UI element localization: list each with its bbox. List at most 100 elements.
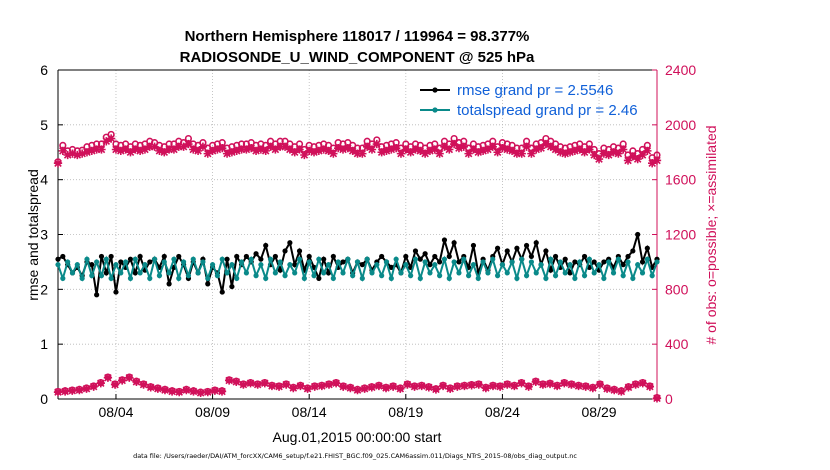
rmse-point [147, 259, 153, 265]
obs-assimilated-marker [446, 384, 455, 393]
totalspread-point [523, 273, 530, 279]
obs-assimilated-marker [246, 379, 255, 388]
totalspread-point [55, 262, 61, 268]
totalspread-point [248, 256, 254, 262]
totalspread-point [166, 270, 172, 276]
totalspread-point [311, 273, 317, 279]
rmse-point [572, 259, 578, 265]
rmse-point [581, 253, 588, 260]
rmse-point [514, 245, 520, 251]
rmse-point [620, 262, 626, 268]
rmse-point [567, 270, 573, 276]
totalspread-point [388, 275, 394, 281]
chart-subtitle: RADIOSONDE_U_WIND_COMPONENT @ 525 hPa [180, 49, 535, 66]
obs-assimilated-marker [445, 145, 454, 154]
obs-assimilated-marker [567, 380, 576, 389]
obs-assimilated-marker [68, 386, 77, 395]
obs-assimilated-marker [300, 150, 309, 160]
obs-assimilated-marker [208, 146, 217, 156]
totalspread-point [185, 273, 192, 279]
totalspread-point [601, 275, 607, 281]
rmse-point [176, 253, 182, 260]
obs-assimilated-marker [68, 149, 77, 158]
totalspread-point [69, 270, 76, 276]
obs-assimilated-marker [381, 383, 391, 393]
totalspread-point [625, 259, 631, 265]
y-tick-label: 0 [40, 391, 48, 407]
plot-background [58, 70, 657, 399]
y-right-tick-label: 800 [665, 281, 689, 297]
rmse-point [388, 264, 394, 270]
totalspread-point [577, 259, 583, 265]
obs-assimilated-marker [96, 379, 105, 388]
totalspread-point [243, 270, 249, 276]
obs-assimilated-marker [541, 139, 551, 149]
rmse-point [137, 253, 143, 260]
totalspread-point [74, 262, 80, 268]
totalspread-point [195, 270, 201, 276]
obs-assimilated-marker [102, 137, 111, 146]
obs-assimilated-marker [256, 145, 266, 154]
totalspread-point [142, 262, 148, 268]
obs-assimilated-marker [581, 382, 590, 391]
y-right-tick-label: 2400 [665, 62, 696, 78]
obs-assimilated-marker [106, 134, 116, 143]
obs-assimilated-marker [150, 142, 159, 151]
totalspread-point [345, 256, 351, 262]
totalspread-point [562, 270, 568, 276]
obs-assimilated-marker [73, 150, 82, 160]
totalspread-point [470, 262, 477, 268]
rmse-point [441, 237, 448, 243]
totalspread-point [639, 270, 646, 276]
rmse-point [113, 289, 119, 295]
obs-assimilated-marker [282, 380, 291, 389]
rmse-point [437, 259, 443, 265]
legend-spread-marker [432, 107, 438, 113]
obs-assimilated-marker [198, 142, 208, 151]
totalspread-point [543, 275, 549, 281]
rmse-point [523, 242, 530, 249]
totalspread-point [403, 262, 409, 268]
rmse-point [316, 275, 322, 281]
rmse-point [625, 253, 631, 260]
totalspread-point [234, 275, 240, 281]
obs-assimilated-marker [239, 380, 248, 389]
obs-assimilated-marker [396, 384, 405, 393]
obs-assimilated-marker [319, 145, 328, 154]
totalspread-point [161, 259, 167, 265]
obs-assimilated-marker [532, 145, 541, 154]
obs-assimilated-marker [545, 379, 555, 389]
rmse-point [219, 289, 225, 295]
obs-assimilated-marker [453, 382, 462, 391]
totalspread-point [292, 270, 298, 276]
rmse-point [287, 240, 293, 246]
rmse-point [263, 242, 269, 249]
totalspread-point [89, 273, 95, 279]
totalspread-point [306, 259, 312, 265]
totalspread-point [98, 273, 105, 279]
obs-assimilated-marker [189, 145, 198, 154]
obs-assimilated-marker [645, 382, 655, 391]
obs-assimilated-marker [53, 159, 63, 168]
obs-assimilated-marker [290, 148, 299, 157]
x-tick-label: 08/29 [582, 404, 617, 420]
obs-assimilated-marker [488, 381, 498, 391]
totalspread-point [557, 259, 563, 265]
rmse-point [562, 256, 568, 262]
totalspread-point [79, 275, 85, 281]
totalspread-point [253, 273, 259, 279]
obs-assimilated-marker [358, 149, 367, 158]
totalspread-point [60, 275, 66, 281]
y-tick-label: 4 [40, 172, 48, 188]
totalspread-point [514, 275, 520, 281]
rmse-point [548, 267, 554, 273]
totalspread-point [451, 259, 457, 265]
totalspread-point [630, 275, 636, 281]
obs-assimilated-marker [303, 384, 312, 393]
totalspread-point [238, 259, 245, 265]
obs-assimilated-marker [546, 142, 555, 151]
totalspread-point [432, 262, 438, 268]
obs-assimilated-marker [203, 149, 212, 158]
obs-assimilated-marker [167, 387, 177, 396]
totalspread-point [229, 262, 235, 268]
